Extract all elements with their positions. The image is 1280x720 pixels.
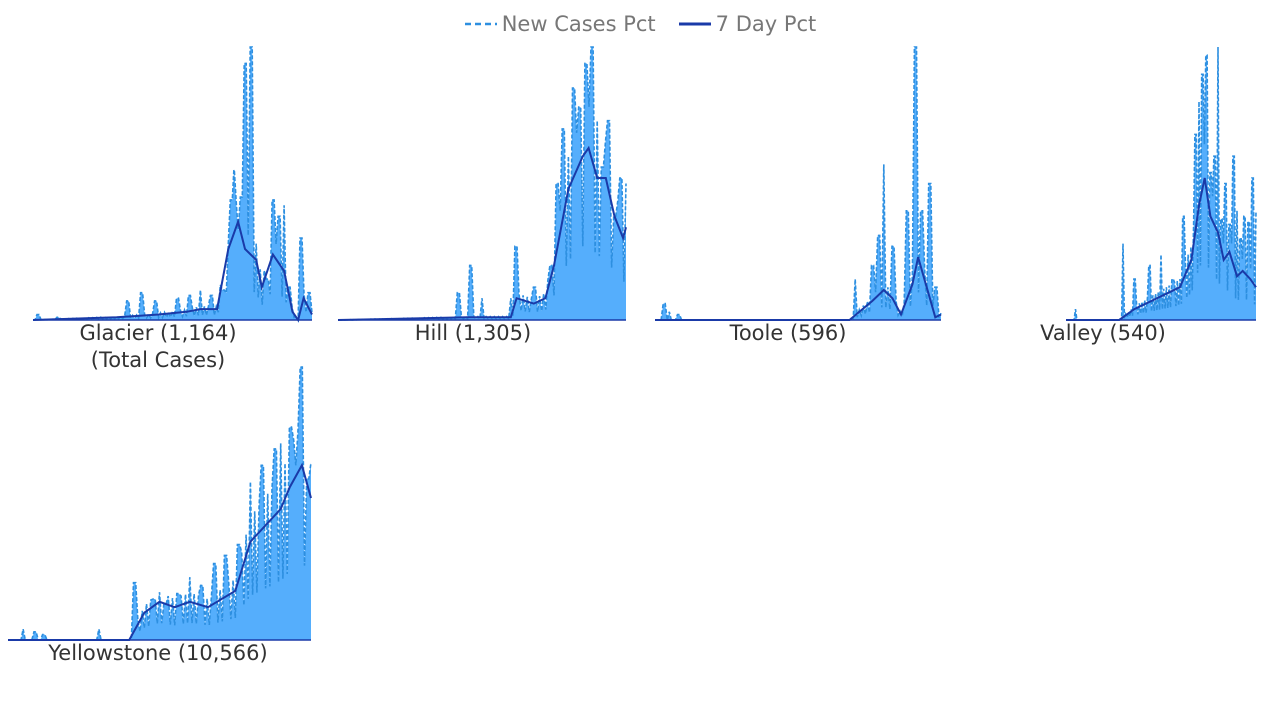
legend-swatch-solid: [678, 22, 711, 26]
panel-title-hill: Hill (1,305): [414, 321, 532, 345]
area-fill-glacier: [33, 47, 312, 320]
legend-item-7-day[interactable]: 7 Day Pct: [678, 12, 817, 36]
panel-glacier: [32, 46, 313, 324]
panel-label-glacier: Glacier (1,164) (Total Cases): [33, 320, 283, 374]
panel-valley: [1066, 46, 1257, 321]
legend-label-new-cases: New Cases Pct: [501, 12, 656, 36]
panel-title-toole: Toole (596): [729, 321, 847, 345]
series-new-cases-glacier: [33, 46, 313, 324]
series-7-day-yellowstone: [8, 462, 312, 641]
legend-item-new-cases[interactable]: New Cases Pct: [464, 12, 656, 36]
panel-title-yellowstone: Yellowstone (10,566): [48, 641, 268, 665]
series-new-cases-yellowstone: [8, 366, 312, 641]
area-fill-toole: [655, 47, 941, 320]
legend-label-7-day: 7 Day Pct: [715, 12, 817, 36]
series-7-day-toole: [655, 256, 942, 321]
panel-toole: [655, 46, 942, 321]
panel-label-valley: Valley (540): [980, 320, 1226, 347]
series-7-day-glacier: [32, 218, 313, 323]
series-7-day-valley: [1066, 177, 1257, 321]
panel-title-glacier: Glacier (1,164): [79, 321, 237, 345]
panel-label-toole: Toole (596): [655, 320, 921, 347]
legend-swatch-dashed: [464, 22, 497, 26]
series-7-day-hill: [337, 145, 627, 321]
panel-label-yellowstone: Yellowstone (10,566): [8, 640, 308, 667]
panel-label-hill: Hill (1,305): [338, 320, 608, 347]
panel-subtitle-total-cases: (Total Cases): [90, 348, 226, 372]
panel-hill: [337, 46, 627, 321]
panel-title-valley: Valley (540): [1040, 321, 1166, 345]
chart-legend: New Cases Pct 7 Day Pct: [0, 12, 1280, 36]
panel-yellowstone: [8, 366, 312, 641]
series-new-cases-toole: [655, 46, 942, 321]
